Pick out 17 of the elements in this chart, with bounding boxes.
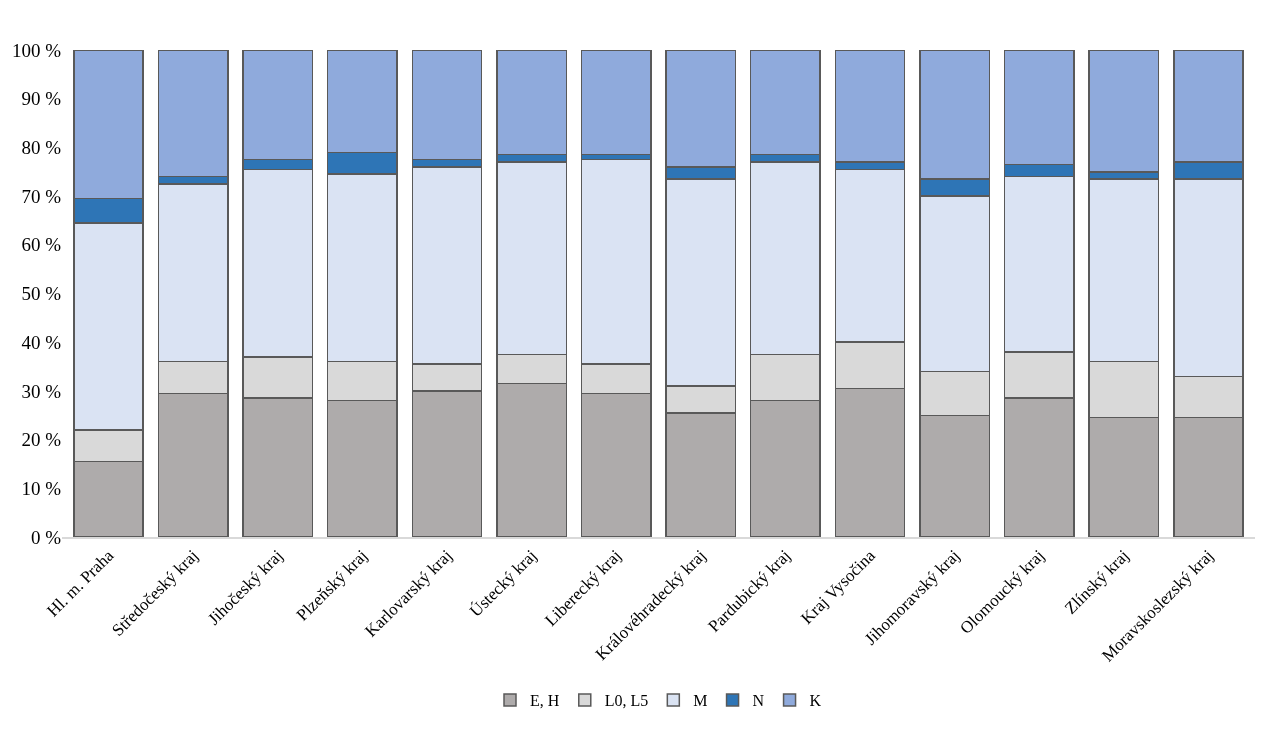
y-tick-label: 50 % xyxy=(21,283,62,305)
y-tick-label: 70 % xyxy=(21,185,62,207)
legend-label: K xyxy=(809,692,822,710)
legend-label: N xyxy=(752,692,765,710)
y-tick-label: 100 % xyxy=(11,39,62,61)
y-tick-label: 40 % xyxy=(21,331,62,353)
y-tick-label: 10 % xyxy=(21,477,62,499)
y-tick-label: 90 % xyxy=(21,88,62,110)
legend-label: E, H xyxy=(530,692,560,710)
y-tick-label: 0 % xyxy=(30,526,62,548)
y-tick-label: 60 % xyxy=(21,234,62,256)
legend-label: M xyxy=(693,692,708,710)
bar xyxy=(580,50,652,156)
y-tick-label: 20 % xyxy=(21,429,62,451)
y-tick-label: 80 % xyxy=(21,137,62,159)
y-tick-label: 30 % xyxy=(21,380,62,402)
legend-label: L0, L5 xyxy=(604,692,649,710)
